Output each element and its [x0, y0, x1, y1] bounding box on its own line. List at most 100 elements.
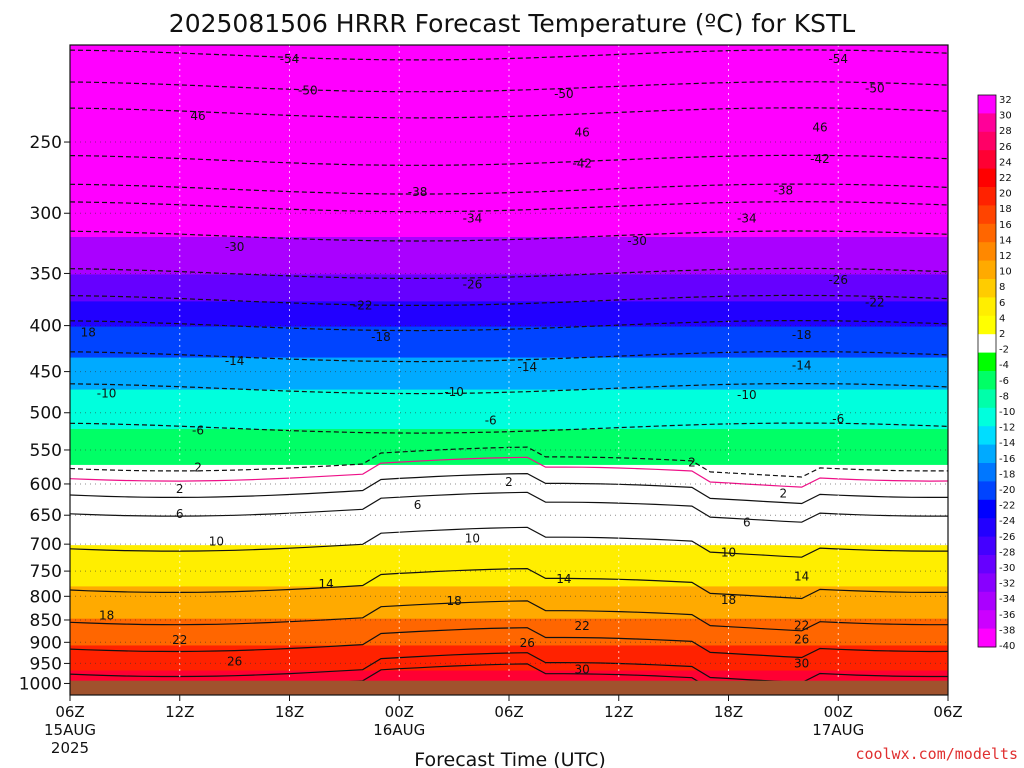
colorbar-swatch	[978, 187, 996, 206]
colorbar-label: 28	[999, 126, 1012, 137]
y-tick-label: 650	[30, 506, 62, 526]
contour-label: -26	[463, 277, 483, 291]
contour-label: 18	[99, 608, 114, 622]
colorbar-swatch	[978, 628, 996, 648]
contour-label: -54	[828, 52, 848, 66]
contour-label: -38	[408, 185, 428, 199]
colorbar-swatch	[978, 223, 996, 243]
y-tick-label: 850	[30, 611, 62, 631]
isotherm-line	[69, 600, 948, 632]
colorbar-label: -8	[999, 391, 1009, 402]
temperature-band	[70, 356, 948, 390]
isotherm-line	[69, 526, 948, 558]
contour-label: 2	[176, 482, 184, 496]
colorbar-label: -36	[999, 610, 1015, 621]
colorbar-swatch	[978, 426, 996, 446]
colorbar-label: 6	[999, 298, 1005, 309]
contour-label: -10	[444, 385, 464, 399]
contour-label: -34	[463, 211, 483, 225]
contour-label: -22	[353, 299, 373, 313]
contour-label: -42	[810, 152, 830, 166]
contour-label: 22	[794, 618, 809, 632]
contour-label: 10	[721, 545, 736, 559]
isotherm-line	[69, 383, 949, 395]
contour-label: -22	[865, 295, 885, 309]
x-tick-year: 2025	[51, 739, 89, 757]
contour-label: -6	[485, 413, 497, 427]
temperature-band	[70, 428, 948, 465]
y-tick-label: 500	[30, 404, 62, 424]
isotherm-line	[69, 49, 949, 61]
contour-label: 6	[743, 515, 751, 529]
contour-label: 14	[556, 572, 571, 586]
y-tick-label: 1000	[19, 674, 62, 694]
y-tick-label: 350	[30, 264, 62, 284]
colorbar-swatch	[978, 444, 996, 464]
colorbar-swatch	[978, 131, 996, 151]
isotherm-line	[69, 320, 949, 332]
colorbar-label: -22	[999, 501, 1015, 512]
isotherm-line	[69, 154, 949, 166]
colorbar-label: -24	[999, 516, 1015, 527]
colorbar-label: 2	[999, 329, 1005, 340]
isotherm-line	[69, 201, 949, 213]
contour-label: 2	[780, 487, 788, 501]
colorbar-swatch	[978, 168, 996, 188]
contour-label: -10	[97, 387, 117, 401]
colorbar-label: 30	[999, 111, 1012, 122]
colorbar-label: -18	[999, 469, 1015, 480]
x-tick-label: 12Z	[165, 703, 194, 721]
chart-title: 2025081506 HRRR Forecast Temperature (ºC…	[169, 9, 855, 38]
isotherm-line	[69, 472, 948, 505]
y-tick-label: 950	[30, 654, 62, 674]
colorbar-swatch	[978, 407, 996, 427]
colorbar-swatch	[978, 610, 996, 630]
temperature-band	[70, 388, 948, 430]
x-tick-date: 16AUG	[373, 721, 425, 739]
colorbar-label: -32	[999, 579, 1015, 590]
contour-label: -50	[865, 82, 885, 96]
contour-label: 14	[318, 577, 333, 591]
x-tick-label: 18Z	[714, 703, 743, 721]
colorbar-swatch	[978, 260, 996, 280]
x-tick-date: 15AUG	[44, 721, 96, 739]
colorbar-label: 16	[999, 220, 1012, 231]
colorbar-swatch	[978, 389, 996, 409]
colorbar-label: 12	[999, 251, 1012, 262]
contour-label: -26	[828, 273, 848, 287]
colorbar-label: -34	[999, 594, 1015, 605]
x-tick-label: 06Z	[55, 703, 84, 721]
isotherm-line	[69, 81, 949, 93]
y-tick-label: 250	[30, 133, 62, 153]
isotherm-line	[69, 107, 949, 119]
colorbar-label: -38	[999, 625, 1015, 636]
y-tick-label: 800	[30, 587, 62, 607]
contour-label: 18	[721, 593, 736, 607]
x-tick-date: 17AUG	[812, 721, 864, 739]
y-tick-label: 550	[30, 441, 62, 461]
colorbar-label: 18	[999, 204, 1012, 215]
plot-area: -54 -54 -50 -50 -50 46 46 46 -42 -42 -38 -38 -34 -34 -…	[69, 44, 949, 696]
colorbar-label: -2	[999, 345, 1009, 356]
colorbar-label: 26	[999, 142, 1012, 153]
isotherm-line	[69, 183, 949, 195]
y-axis: 2503003504004505005506006507007508008509…	[19, 133, 70, 694]
y-tick-label: 600	[30, 475, 62, 495]
isotherm-line	[69, 267, 949, 279]
colorbar-frame	[977, 94, 997, 648]
colorbar-swatch	[978, 315, 996, 335]
colorbar-swatch	[978, 242, 996, 262]
colorbar-label: 32	[999, 95, 1012, 106]
contour-label: -30	[627, 234, 647, 248]
credit-text: coolwx.com/modelts	[855, 745, 1018, 763]
x-tick-label: 06Z	[494, 703, 523, 721]
contour-label: -50	[554, 87, 574, 101]
contour-label: 6	[414, 498, 422, 512]
contour-label: 30	[575, 663, 590, 677]
contour-label: -42	[572, 156, 592, 170]
y-tick-label: 700	[30, 535, 62, 555]
colorbar-swatch	[978, 499, 996, 519]
